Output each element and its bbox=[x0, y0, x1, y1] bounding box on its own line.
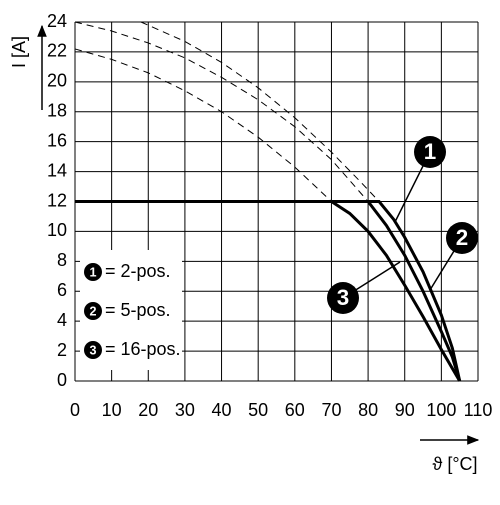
marker-number: 1 bbox=[424, 139, 436, 164]
x-tick-label: 100 bbox=[426, 400, 456, 420]
marker-badge bbox=[327, 282, 359, 314]
x-tick-label: 80 bbox=[358, 400, 378, 420]
legend-label: = 2-pos. bbox=[105, 261, 171, 281]
legend-label: = 5-pos. bbox=[105, 300, 171, 320]
marker-number: 3 bbox=[337, 285, 349, 310]
marker-badge bbox=[84, 341, 102, 359]
curve bbox=[75, 200, 462, 382]
y-tick-label: 14 bbox=[47, 160, 67, 180]
y-tick-label: 22 bbox=[47, 41, 67, 61]
y-axis-label: I [A] bbox=[9, 36, 29, 68]
y-tick-label: 4 bbox=[57, 310, 67, 330]
y-tick-label: 10 bbox=[47, 220, 67, 240]
y-tick-label: 12 bbox=[47, 190, 67, 210]
x-tick-label: 70 bbox=[321, 400, 341, 420]
curve bbox=[74, 21, 369, 202]
x-tick-label: 60 bbox=[285, 400, 305, 420]
x-tick-label: 110 bbox=[464, 400, 493, 420]
x-tick-label: 90 bbox=[395, 400, 415, 420]
y-tick-label: 6 bbox=[57, 280, 67, 300]
curve bbox=[74, 48, 332, 202]
y-tick-label: 0 bbox=[57, 370, 67, 390]
x-tick-label: 40 bbox=[212, 400, 232, 420]
y-tick-label: 2 bbox=[57, 340, 67, 360]
marker-badge bbox=[84, 263, 102, 281]
legend-label: = 16-pos. bbox=[105, 339, 181, 359]
marker-number: 2 bbox=[89, 304, 96, 318]
marker-number: 2 bbox=[456, 225, 468, 250]
marker-badge bbox=[414, 136, 446, 168]
x-tick-label: 10 bbox=[102, 400, 122, 420]
marker-number: 3 bbox=[89, 343, 96, 357]
curve bbox=[75, 200, 462, 382]
marker-badge bbox=[84, 302, 102, 320]
marker-badge bbox=[446, 222, 478, 254]
y-tick-label: 8 bbox=[57, 250, 67, 270]
x-tick-label: 50 bbox=[248, 400, 268, 420]
y-tick-label: 20 bbox=[47, 71, 67, 91]
x-tick-label: 0 bbox=[70, 400, 80, 420]
x-tick-label: 20 bbox=[138, 400, 158, 420]
curve bbox=[140, 21, 380, 202]
curve bbox=[75, 200, 461, 382]
y-tick-label: 16 bbox=[47, 130, 67, 150]
y-tick-label: 18 bbox=[47, 101, 67, 121]
y-tick-label: 24 bbox=[47, 11, 67, 31]
x-axis-label: ϑ [°C] bbox=[432, 454, 477, 474]
x-tick-label: 30 bbox=[175, 400, 195, 420]
marker-number: 1 bbox=[89, 265, 96, 279]
